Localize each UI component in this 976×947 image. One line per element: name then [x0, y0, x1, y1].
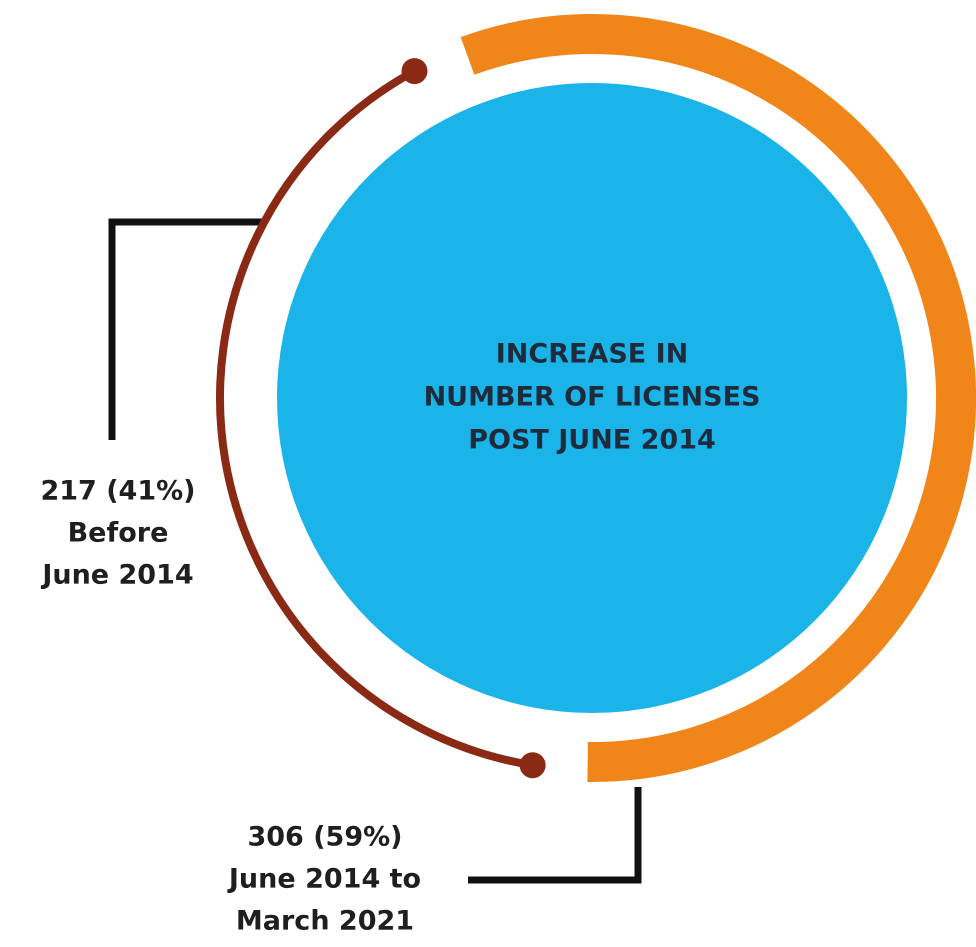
chart-title: POST JUNE 2014	[468, 425, 716, 456]
leader-line	[108, 218, 262, 440]
leader-line	[468, 787, 642, 884]
donut-segment	[216, 67, 534, 770]
category-label: March 2021	[236, 906, 414, 937]
value-label: 306 (59%)	[247, 822, 402, 853]
category-label: June 2014	[40, 560, 193, 591]
chart-title: NUMBER OF LICENSES	[424, 382, 761, 413]
segment-end-dot	[401, 58, 428, 85]
center-circle	[277, 83, 907, 713]
value-label: 217 (41%)	[40, 476, 195, 507]
category-label: June 2014 to	[227, 864, 421, 895]
segment-end-dot	[519, 752, 546, 779]
category-label: Before	[68, 518, 169, 549]
donut-segment	[460, 14, 976, 782]
chart-title: INCREASE IN	[496, 339, 689, 370]
